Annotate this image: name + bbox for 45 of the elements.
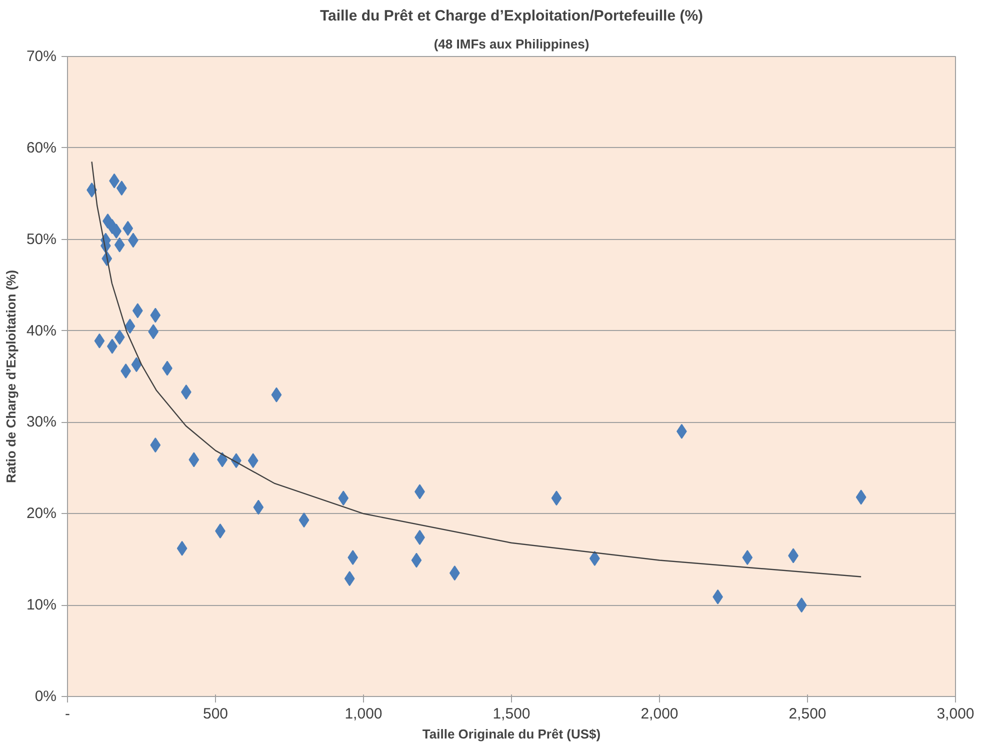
line-series [91,161,862,578]
x-tick-label: - [65,706,70,722]
x-tick-label: 3,000 [936,706,974,722]
point [132,303,143,318]
point [796,598,807,613]
x-tick-label: 1,500 [492,706,530,722]
x-tick-label: 2,000 [640,706,678,722]
point [124,318,136,334]
point [248,453,258,468]
point [114,237,125,252]
x-tick-label: 2,500 [788,706,826,722]
y-tick-label: 40% [26,322,57,340]
y-axis-title: Ratio de Charge d’Exploitation (%) [3,270,18,484]
y-tick-label: 10% [26,596,57,614]
point [111,224,122,239]
point [150,308,161,323]
x-tick-label: 500 [202,706,228,722]
point [131,357,142,372]
point [176,540,188,556]
x-tick-label: 1,000 [344,706,382,722]
point [188,452,200,468]
chart-title: Taille du Prêt et Charge d’Exploitation/Portefeuille (%) [320,8,704,24]
y-tick-label: 70% [26,48,57,65]
point [271,387,282,402]
chart-subtitle: (48 IMFs aux Philippines) [434,36,590,52]
point [411,552,422,568]
point [298,512,310,528]
y-tick-label: 20% [26,505,57,522]
point [253,500,264,515]
point [122,220,134,236]
point [338,490,349,506]
point [551,490,562,506]
y-tick-label: 0% [34,688,57,705]
point [114,330,125,345]
point [856,490,866,505]
y-tick-label: 50% [26,230,57,248]
point [150,438,161,453]
x-axis-title: Taille Originale du Prêt (US$) [422,726,601,742]
point [148,324,159,340]
point [742,550,753,566]
point [348,550,358,566]
y-tick-label: 30% [26,414,57,431]
y-tick-label: 60% [26,139,57,156]
point [94,333,105,348]
point [344,571,355,586]
